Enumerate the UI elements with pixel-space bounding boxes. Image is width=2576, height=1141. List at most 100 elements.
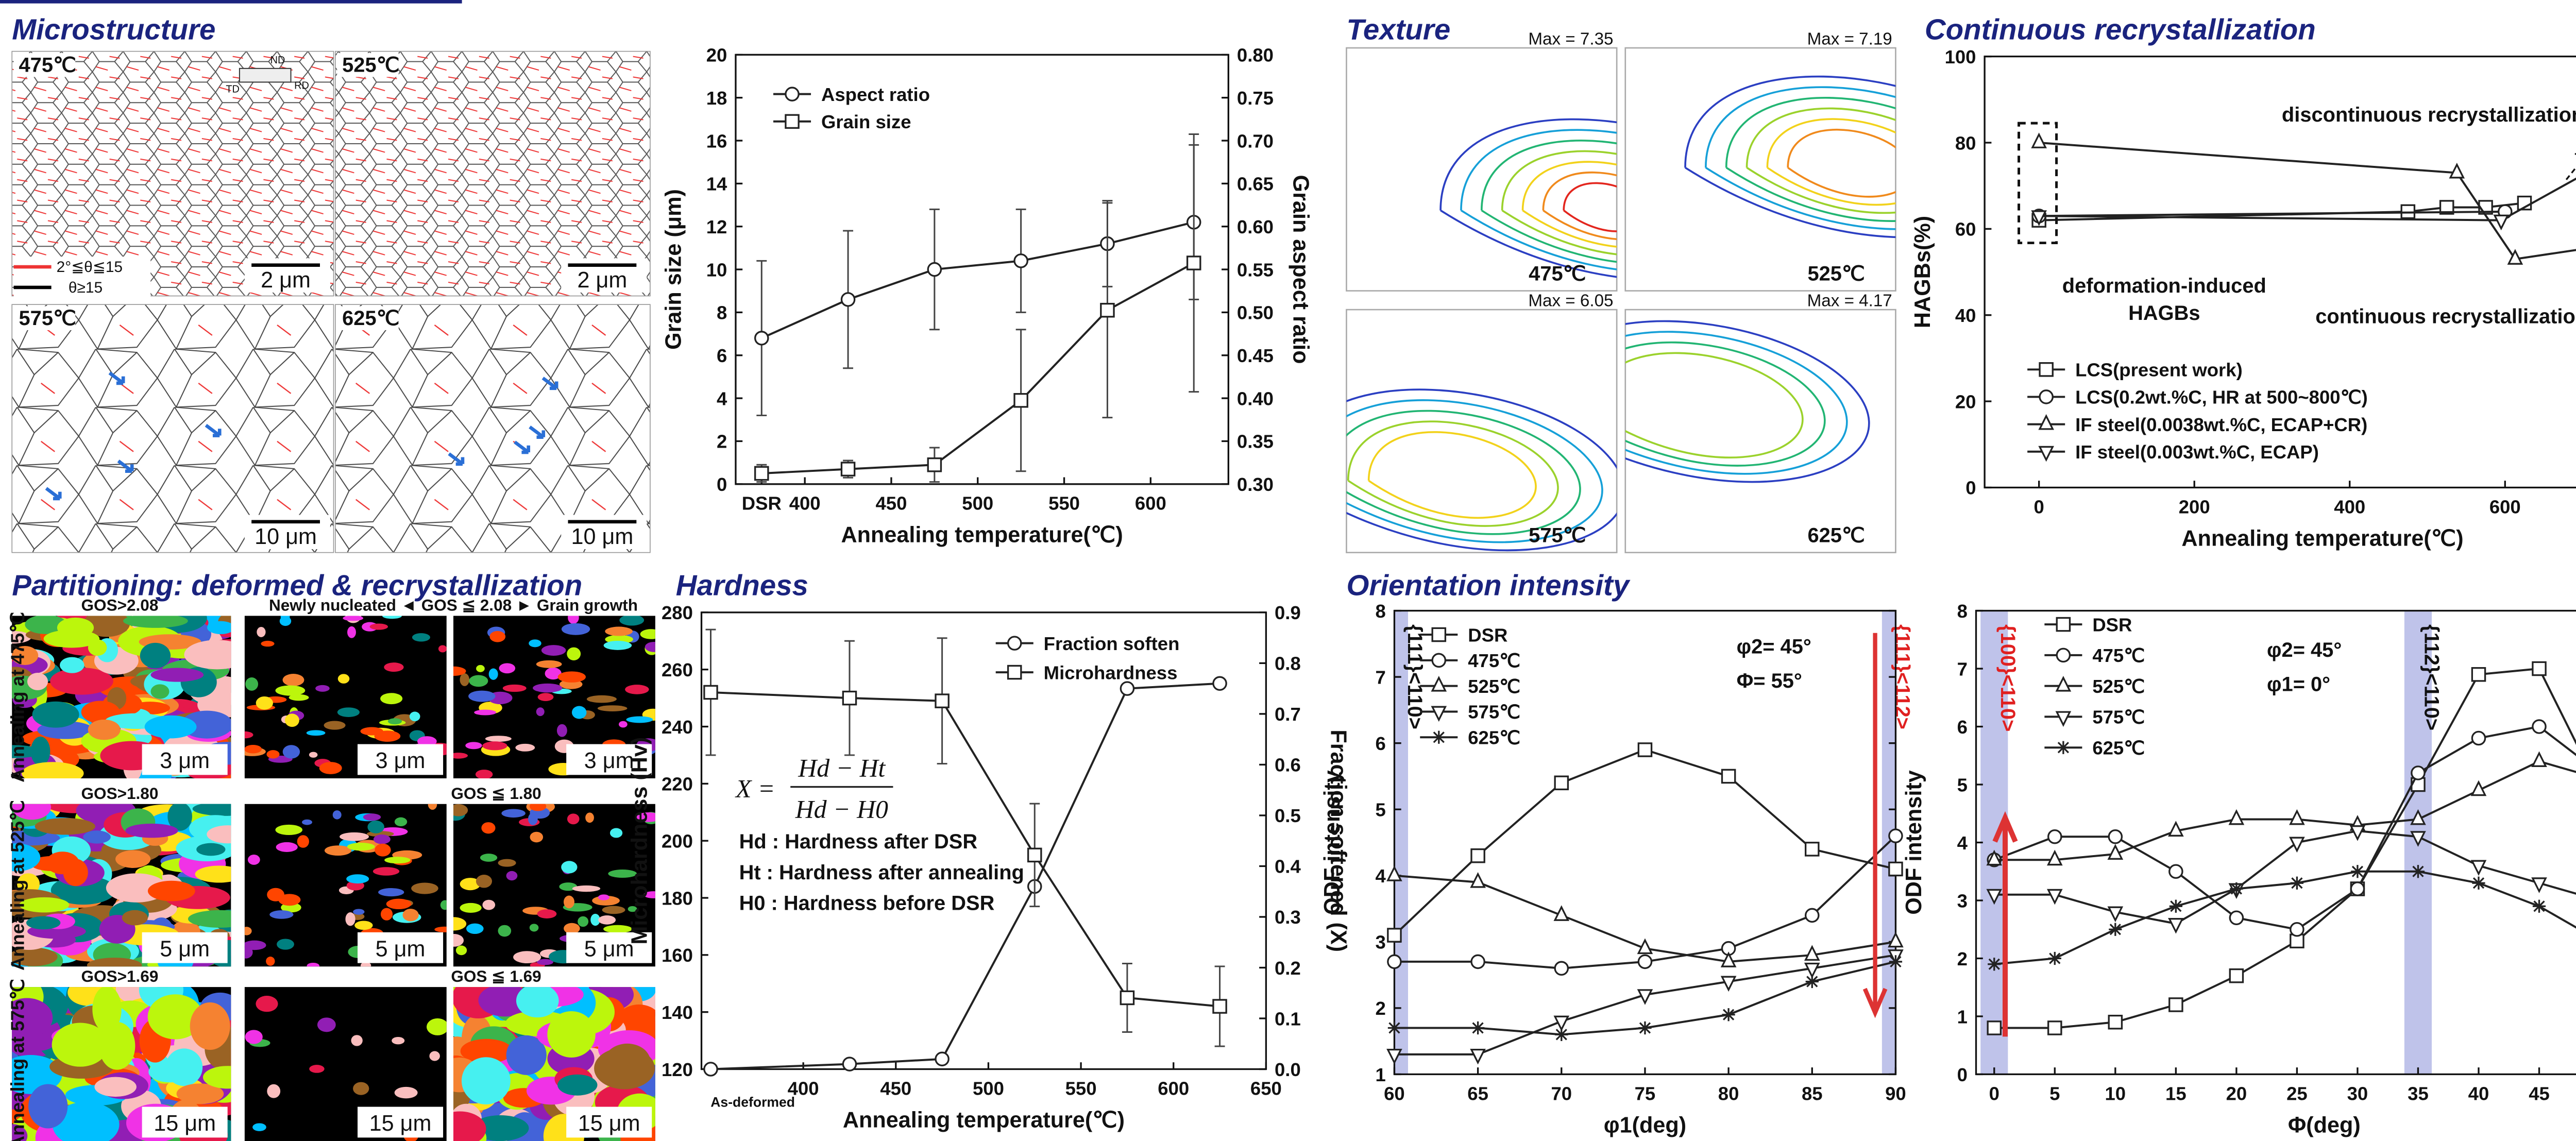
- grain: [278, 894, 301, 906]
- marker: [1804, 962, 1820, 979]
- marker: [2228, 809, 2245, 825]
- grain: [150, 684, 170, 699]
- grain: [17, 873, 40, 895]
- marker: [1637, 954, 1653, 969]
- marker: [1431, 676, 1447, 692]
- annotation: X =: [735, 775, 775, 803]
- micrograph: [335, 50, 651, 297]
- y-tick-label: 180: [662, 888, 693, 909]
- grain: [598, 894, 609, 900]
- x-tick-label: 0: [2034, 496, 2044, 517]
- grain: [244, 744, 262, 754]
- panel-title: Texture: [1346, 13, 1450, 45]
- series-line: [1994, 870, 2576, 965]
- contour: [1787, 128, 1896, 198]
- grain: [530, 831, 544, 843]
- grain: [83, 616, 130, 637]
- contour: [1625, 341, 1826, 467]
- contour: [1563, 182, 1617, 232]
- y2-tick-label: 0.60: [1237, 216, 1274, 237]
- x-tick-label: 90: [1885, 1083, 1906, 1104]
- grain: [363, 813, 381, 821]
- grain: [561, 861, 578, 874]
- grain: [315, 685, 330, 692]
- y-tick-label: 200: [662, 830, 693, 852]
- grain: [337, 707, 360, 717]
- grain: [502, 684, 527, 692]
- marker: [2532, 719, 2547, 734]
- y-tick-label: 6: [1376, 733, 1386, 754]
- marker: [754, 466, 769, 481]
- marker: [1553, 905, 1570, 921]
- x-tick-label: 0: [1989, 1083, 1999, 1104]
- grain: [453, 666, 466, 676]
- grain: [402, 909, 419, 922]
- y-tick-label: 7: [1376, 667, 1386, 688]
- grain: [461, 1057, 511, 1105]
- contour: [1347, 420, 1559, 527]
- marker: [2470, 780, 2487, 796]
- grain: [471, 1115, 529, 1141]
- y-tick-label: 280: [662, 602, 693, 623]
- grain: [537, 959, 553, 965]
- x-tick-label: 600: [1158, 1078, 1189, 1099]
- marker: [2107, 906, 2124, 923]
- marker: [1805, 975, 1819, 989]
- y-tick-label: 140: [662, 1002, 693, 1023]
- marker: [1013, 393, 1028, 408]
- grain: [572, 885, 601, 892]
- marker: [1987, 1020, 2002, 1035]
- grain: [28, 1084, 68, 1129]
- marker: [1986, 849, 2003, 866]
- row-label: Annealing at 475℃: [7, 612, 28, 782]
- marker: [2038, 414, 2054, 430]
- grain: [474, 709, 497, 716]
- marker: [1431, 706, 1447, 722]
- marker: [2470, 860, 2487, 876]
- grain: [460, 902, 482, 913]
- marker: [935, 693, 950, 708]
- legend-label: Microhardness: [1044, 662, 1178, 683]
- grain: [267, 888, 284, 901]
- marker: [840, 462, 856, 476]
- marker: [2048, 951, 2061, 965]
- marker: [840, 292, 856, 307]
- grain: [88, 719, 121, 740]
- y-tick-label: 1: [1376, 1064, 1386, 1085]
- grain: [545, 667, 562, 680]
- grain: [207, 621, 231, 635]
- marker: [2039, 389, 2054, 404]
- max-label: Max = 7.35: [1528, 29, 1613, 48]
- legend-label: 525℃: [1468, 676, 1520, 697]
- grain: [603, 925, 632, 933]
- scale-label: 2 μm: [578, 268, 628, 293]
- x-tick-label: 200: [2179, 496, 2210, 517]
- grain: [506, 1035, 547, 1075]
- x-tick-label: 650: [1250, 1078, 1282, 1099]
- image-label: 575℃: [19, 307, 76, 330]
- grain: [309, 1065, 325, 1073]
- micrograph: [11, 304, 334, 553]
- marker: [2351, 865, 2364, 878]
- grain: [609, 828, 623, 838]
- grain: [266, 750, 280, 759]
- grain: [394, 1086, 418, 1099]
- contour: [1766, 118, 1896, 206]
- grain: [354, 921, 373, 930]
- legend-label: 625℃: [1468, 727, 1520, 748]
- marker: [1637, 989, 1653, 1005]
- annotation: φ1= 0°: [2267, 673, 2330, 696]
- grain: [460, 878, 481, 891]
- grain: [537, 909, 557, 918]
- scale-label: 15 μm: [154, 1111, 216, 1136]
- legend-label: Aspect ratio: [821, 84, 930, 105]
- grain: [480, 854, 498, 862]
- y-tick-label: 6: [1957, 717, 1968, 738]
- y2-tick-label: 0.6: [1275, 755, 1301, 776]
- arrow: [1992, 811, 2018, 1037]
- x-tick-label: 30: [2347, 1083, 2368, 1104]
- contours: [1439, 118, 1617, 278]
- y-tick-label: 4: [717, 388, 727, 409]
- y-tick-label: 220: [662, 774, 693, 795]
- marker: [1554, 961, 1569, 976]
